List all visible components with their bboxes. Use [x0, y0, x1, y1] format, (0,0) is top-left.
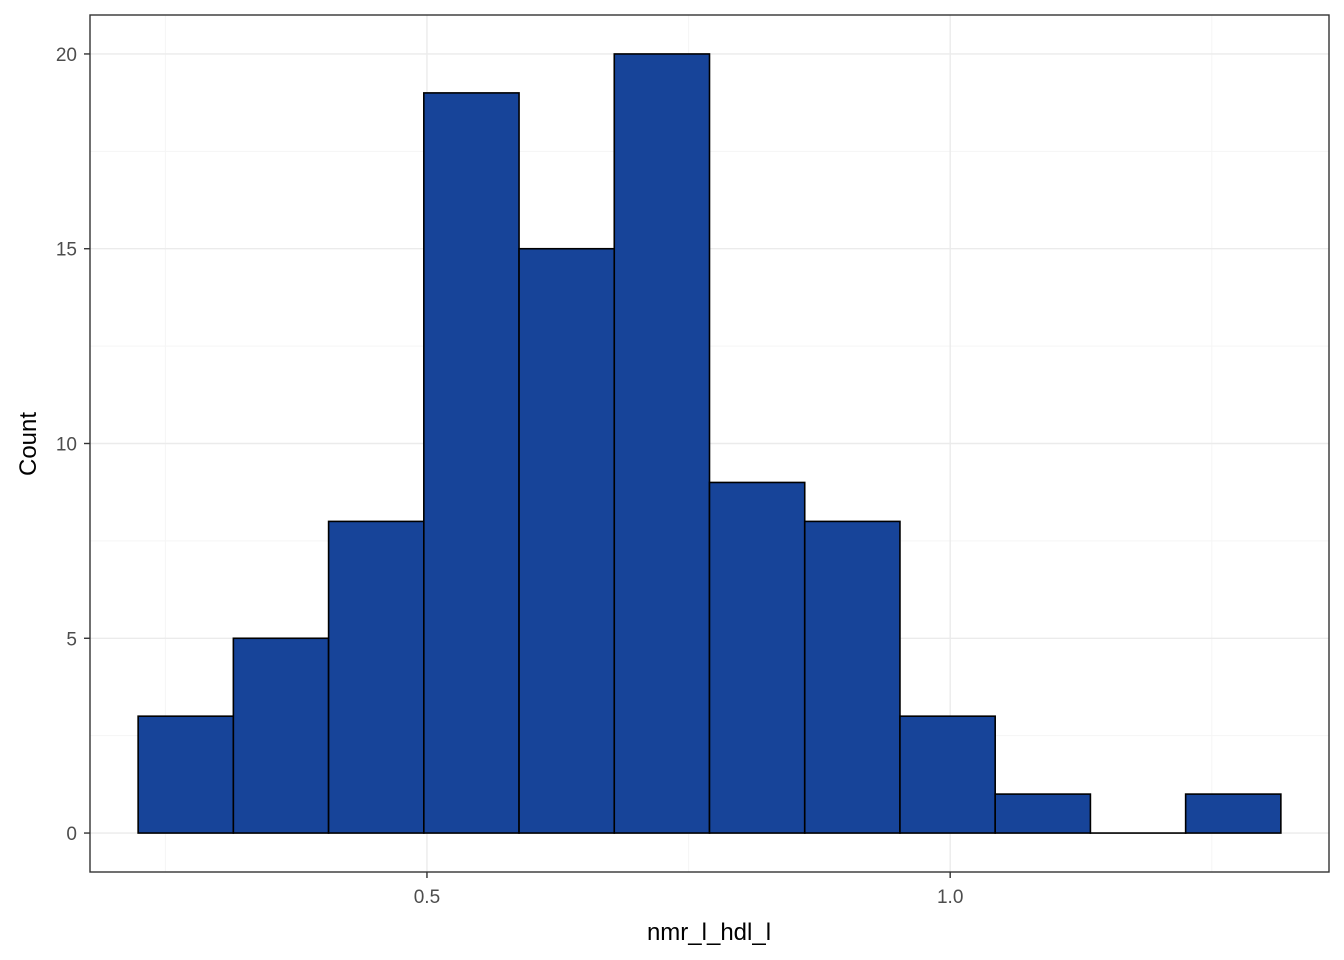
histogram-bar	[899, 715, 996, 834]
histogram-bar	[518, 247, 616, 834]
histogram-bar	[327, 520, 425, 834]
x-tick-label: 1.0	[937, 887, 963, 908]
histogram-bar	[232, 637, 330, 834]
histogram-bar	[423, 92, 520, 834]
y-tick-label: 20	[56, 45, 77, 66]
x-tick-label: 0.5	[414, 887, 440, 908]
histogram-bar	[708, 481, 806, 834]
histogram-bar	[1184, 793, 1282, 834]
bars-layer	[137, 53, 1282, 834]
x-axis-title: nmr_l_hdl_l	[647, 919, 771, 946]
x-axis: 0.5 1.0	[414, 872, 963, 908]
y-tick-label: 10	[56, 435, 77, 456]
y-axis: 0 5 10 15 20	[56, 45, 90, 845]
y-axis-title: Count	[15, 412, 42, 476]
y-tick-label: 15	[56, 240, 77, 261]
y-tick-label: 5	[66, 629, 77, 650]
histogram-bar	[613, 53, 711, 834]
histogram-bar	[137, 715, 235, 834]
y-tick-label: 0	[66, 824, 77, 845]
histogram-bar	[803, 520, 901, 834]
histogram-bar	[994, 793, 1092, 834]
